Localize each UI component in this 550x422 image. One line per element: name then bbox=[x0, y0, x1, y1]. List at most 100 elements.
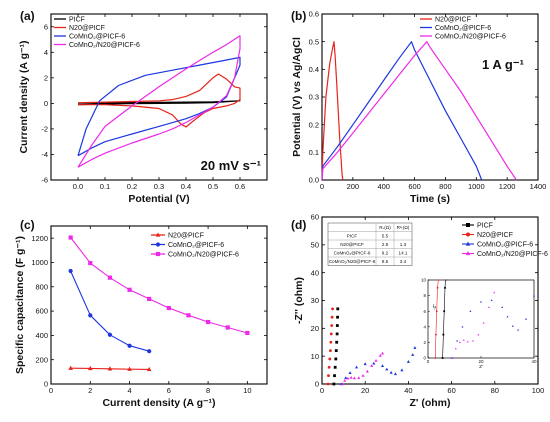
capacitance-point bbox=[88, 313, 93, 318]
eis-point bbox=[327, 374, 330, 378]
eis-point bbox=[340, 382, 345, 386]
eis-point bbox=[365, 369, 369, 373]
eis-point bbox=[363, 362, 367, 366]
x-tick-label: 0.1 bbox=[100, 182, 110, 191]
table-cell: CoMnO₂/N20@PICF-6 bbox=[329, 259, 376, 264]
y-tick-label: 40 bbox=[311, 268, 319, 277]
eis-point bbox=[330, 324, 334, 327]
inset-point bbox=[456, 339, 459, 342]
y-tick-label: 0.2 bbox=[309, 120, 319, 129]
inset-point bbox=[458, 341, 461, 344]
y-tick-label: 30 bbox=[311, 296, 319, 305]
inset-point bbox=[472, 339, 475, 342]
x-tick-label: 10 bbox=[243, 386, 251, 395]
cv-series-line bbox=[77, 56, 241, 157]
resistance-table: Rₛ(Ω) Rᶜₜ(Ω) PICF 5.5 N20@PICF 2.8 1.3 CoMnO₂@P… bbox=[327, 222, 413, 266]
y-tick-label: 1000 bbox=[31, 258, 48, 267]
capacitance-point bbox=[225, 325, 230, 330]
table-cell: CoMnO₂@PICF-6 bbox=[334, 250, 371, 255]
eis-point bbox=[330, 315, 334, 319]
y-tick-label: 0 bbox=[315, 380, 319, 389]
inset-y-tick-label: 4 bbox=[423, 324, 426, 329]
inset-point bbox=[469, 310, 472, 312]
cv-series-line bbox=[77, 100, 241, 106]
legend-marker bbox=[155, 232, 161, 237]
eis-point bbox=[389, 370, 393, 374]
legend-entry: CoMnO₂@PICF-6 bbox=[435, 25, 491, 32]
eis-point bbox=[352, 376, 356, 380]
eis-point bbox=[343, 378, 347, 382]
inset-point bbox=[480, 300, 482, 303]
panel-1: (b) 0 200 400 600 800 1000 1200 1400 0.0 0.1 0.2 0.3… bbox=[291, 9, 546, 205]
y-tick-label: 0.0 bbox=[309, 176, 319, 185]
y-axis-label: Current density (A g⁻¹) bbox=[18, 40, 30, 153]
panel-label: (a) bbox=[20, 9, 35, 23]
inset-y-label: -Z'' bbox=[432, 304, 437, 310]
x-tick-label: 1000 bbox=[468, 182, 485, 191]
gcd-series-line bbox=[321, 41, 517, 181]
x-axis-label: Current density (A g⁻¹) bbox=[102, 397, 215, 409]
inset-point bbox=[454, 347, 457, 350]
inset-point bbox=[462, 338, 465, 341]
eis-point bbox=[329, 332, 333, 336]
eis-point bbox=[329, 349, 332, 352]
inset-point bbox=[511, 324, 514, 327]
capacitance-point bbox=[147, 349, 152, 354]
legend-entry: CoMnO₂/N20@PICF-6 bbox=[477, 251, 548, 258]
eis-point bbox=[355, 365, 359, 369]
eis-point bbox=[335, 340, 339, 344]
legend-entry: N20@PICF bbox=[477, 232, 513, 239]
inset-point bbox=[493, 291, 496, 294]
inset-x-tick-label: 20 bbox=[478, 359, 484, 364]
eis-point bbox=[361, 373, 365, 377]
capacitance-point bbox=[107, 366, 113, 371]
capacitance-point bbox=[68, 235, 73, 240]
y-axis-label: -Z'' (ohm) bbox=[293, 277, 305, 324]
x-tick-label: 1400 bbox=[530, 182, 547, 191]
inset-point bbox=[452, 356, 455, 359]
legend-marker bbox=[465, 251, 471, 256]
eis-point bbox=[348, 371, 352, 374]
eis-point bbox=[380, 351, 385, 355]
capacitance-point bbox=[107, 332, 113, 337]
x-tick-label: 40 bbox=[404, 386, 412, 395]
capacitance-point bbox=[127, 343, 132, 348]
eis-point bbox=[333, 374, 336, 378]
panel-0: (a) 0.0 0.1 0.2 0.3 0.4 0.5 0.6 -6 -4 -2 0 2 4 6 Potent… bbox=[18, 9, 268, 205]
inset-point bbox=[525, 317, 528, 320]
capacitance-point bbox=[186, 313, 191, 318]
capacitance-point bbox=[107, 275, 113, 280]
y-axis-label: Specific capacitance (F g⁻¹) bbox=[14, 236, 26, 374]
legend-marker bbox=[466, 223, 470, 227]
eis-point bbox=[336, 315, 339, 319]
legend-entry: PICF bbox=[477, 223, 493, 230]
x-tick-label: 4 bbox=[127, 386, 131, 395]
inset-y-tick-label: 2 bbox=[423, 340, 426, 345]
inset-y-tick-label: 6 bbox=[423, 309, 426, 314]
x-tick-label: 0.2 bbox=[127, 182, 137, 191]
legend-entry: N20@PICF bbox=[69, 25, 105, 32]
y-tick-label: 0 bbox=[44, 380, 48, 389]
inset-point bbox=[477, 333, 480, 336]
eis-point bbox=[380, 364, 385, 368]
eis-point bbox=[378, 353, 382, 357]
y-tick-label: 600 bbox=[35, 307, 48, 316]
inset-point bbox=[490, 299, 493, 301]
eis-point bbox=[327, 365, 331, 369]
inset-trace bbox=[442, 279, 448, 359]
eis-point bbox=[346, 376, 350, 380]
y-axis-label: Potential (V) vs Ag/AgCl bbox=[291, 37, 303, 157]
y-tick-label: 2 bbox=[44, 73, 48, 82]
y-tick-label: 200 bbox=[35, 355, 48, 364]
x-tick-label: 0.0 bbox=[73, 182, 83, 191]
table-cell: 9.2 bbox=[382, 250, 389, 255]
capacitance-point bbox=[68, 365, 73, 370]
inset-point bbox=[506, 315, 509, 318]
y-tick-label: 50 bbox=[311, 240, 319, 249]
inset-y-tick-label: 10 bbox=[421, 278, 427, 283]
inset-y-tick-label: 0 bbox=[423, 356, 426, 361]
current-density-annotation: 1 A g⁻¹ bbox=[482, 57, 524, 72]
x-tick-label: 0 bbox=[320, 182, 324, 191]
panel-2: (c) 0 2 4 6 8 10 0 200 400 600 800 1000 1200 Current d… bbox=[14, 218, 268, 409]
